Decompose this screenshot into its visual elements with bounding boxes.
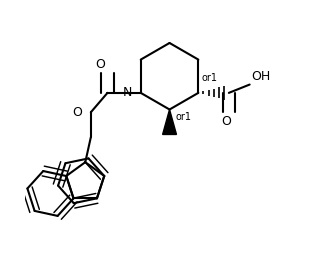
Text: O: O	[72, 106, 83, 119]
Text: N: N	[123, 86, 133, 99]
Text: or1: or1	[201, 73, 217, 83]
Text: O: O	[221, 115, 231, 128]
Text: OH: OH	[251, 70, 270, 83]
Text: or1: or1	[175, 112, 191, 122]
Text: O: O	[95, 58, 106, 71]
Polygon shape	[163, 109, 176, 134]
